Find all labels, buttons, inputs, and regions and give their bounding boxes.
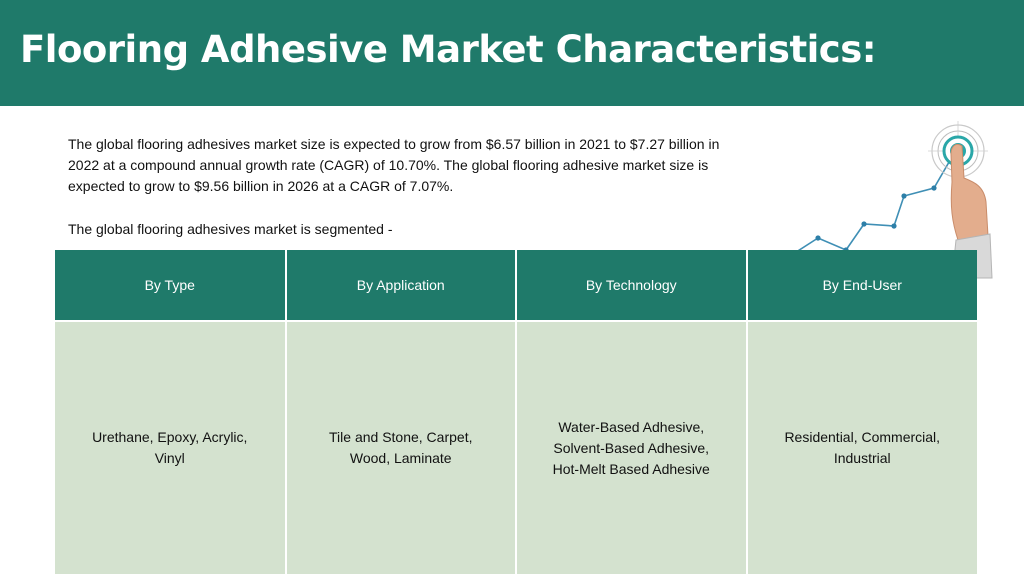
header-by-end-user: By End-User bbox=[746, 250, 977, 322]
cell-technology-values: Water-Based Adhesive, Solvent-Based Adhe… bbox=[516, 321, 748, 574]
table-header-row: By Type By Application By Technology By … bbox=[55, 250, 977, 322]
table-row: Urethane, Epoxy, Acrylic, Vinyl Tile and… bbox=[55, 321, 977, 574]
intro-paragraph: The global flooring adhesives market siz… bbox=[68, 136, 720, 194]
cell-end-user-values: Residential, Commercial, Industrial bbox=[746, 321, 977, 574]
header-bar: Flooring Adhesive Market Characteristics… bbox=[0, 0, 1024, 106]
segmented-paragraph: The global flooring adhesives market is … bbox=[68, 221, 393, 237]
header-by-application: By Application bbox=[285, 250, 517, 322]
page-title: Flooring Adhesive Market Characteristics… bbox=[20, 28, 877, 71]
cell-type-values: Urethane, Epoxy, Acrylic, Vinyl bbox=[55, 321, 287, 574]
header-by-type: By Type bbox=[55, 250, 287, 322]
cell-application-values: Tile and Stone, Carpet, Wood, Laminate bbox=[285, 321, 517, 574]
header-by-technology: By Technology bbox=[516, 250, 748, 322]
segment-table: By Type By Application By Technology By … bbox=[55, 250, 977, 574]
